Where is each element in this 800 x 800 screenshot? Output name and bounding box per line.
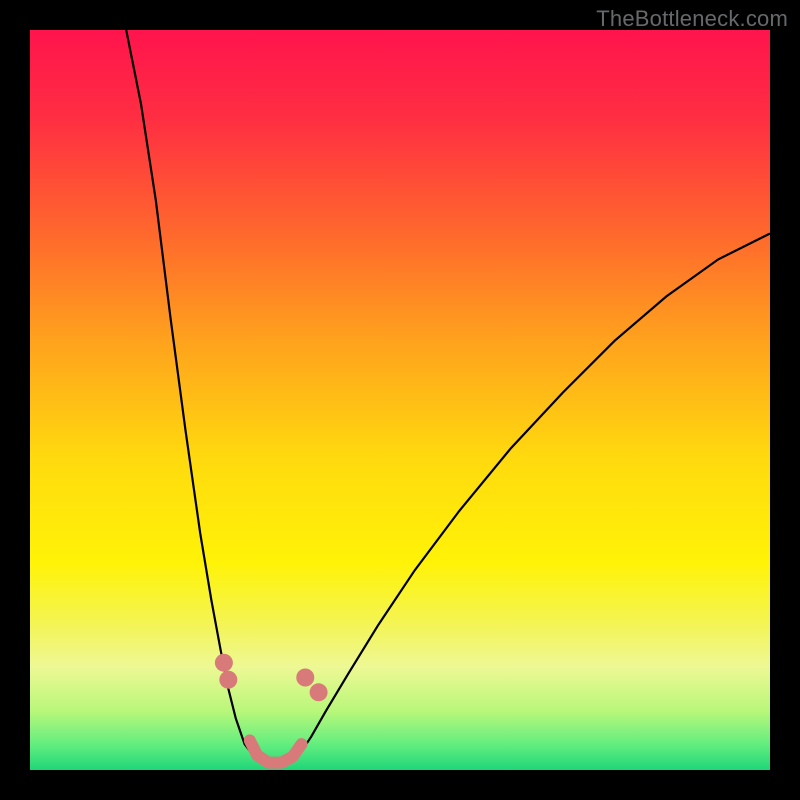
trough-dot xyxy=(215,654,233,672)
trough-dot xyxy=(296,669,314,687)
bottleneck-curve-chart xyxy=(0,0,800,800)
trough-dot xyxy=(219,671,237,689)
chart-container: TheBottleneck.com xyxy=(0,0,800,800)
plot-background xyxy=(30,30,770,770)
trough-dot xyxy=(310,683,328,701)
